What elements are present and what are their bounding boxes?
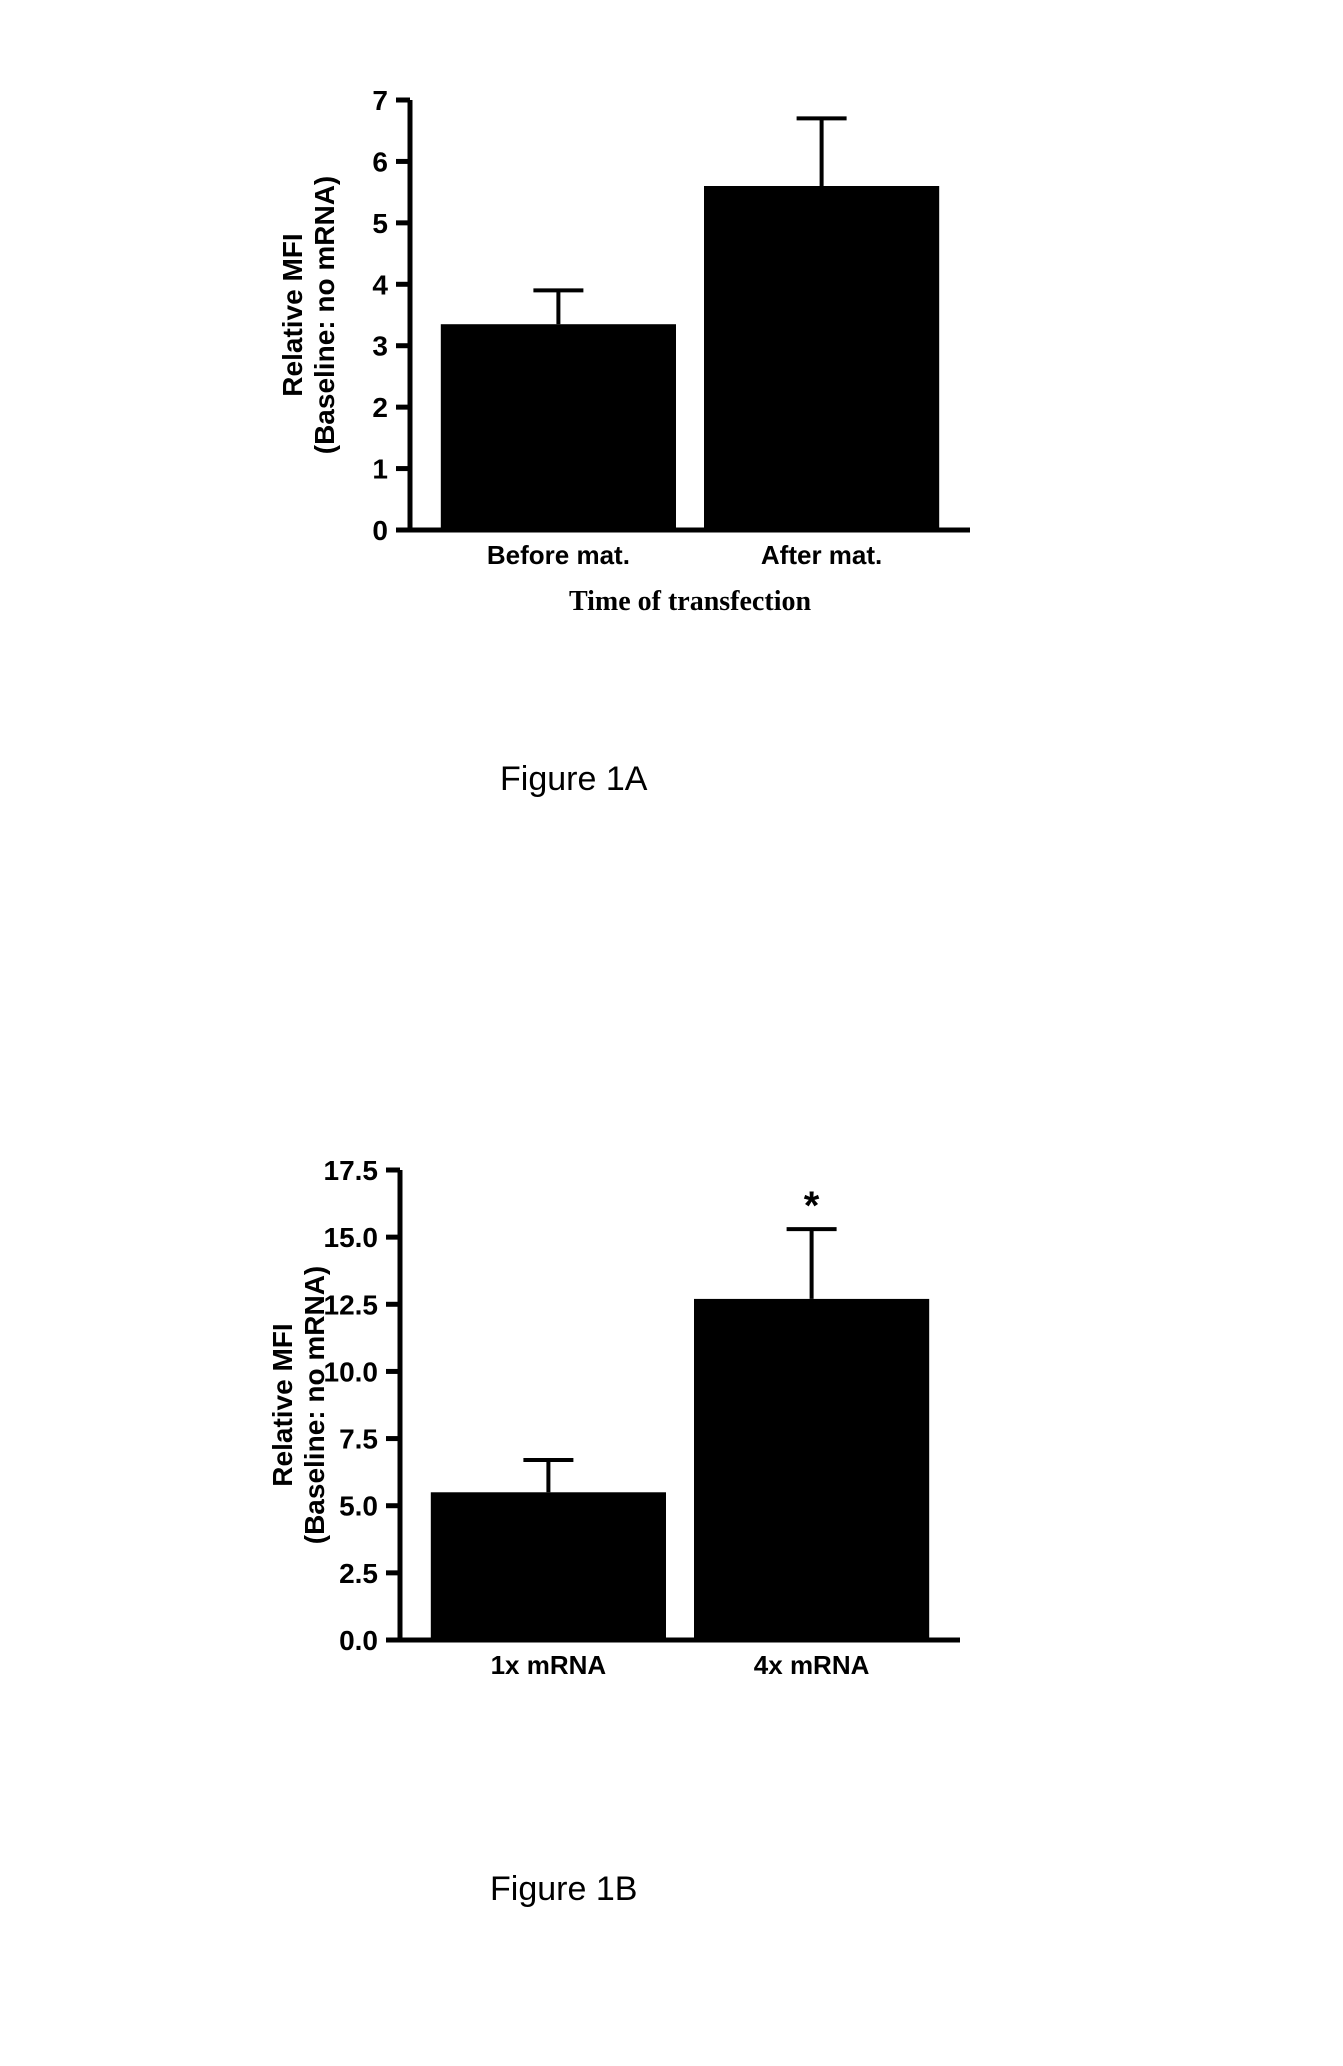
- ytick-label-7: 7: [372, 85, 388, 116]
- figure-1a-chart: Before mat.After mat.01234567Relative MF…: [240, 80, 1020, 620]
- bar-label-0: 1x mRNA: [491, 1650, 607, 1680]
- ytick-label-5: 12.5: [324, 1289, 379, 1320]
- ytick-label-3: 7.5: [339, 1424, 378, 1455]
- ytick-label-6: 6: [372, 146, 388, 177]
- figure-1b-caption: Figure 1B: [490, 1870, 637, 1909]
- ytick-label-4: 10.0: [324, 1356, 379, 1387]
- figure-1b-container: 1x mRNA * 4x mRNA 0.0 2.5 5.0 7.5 10.0 12.5 15.0 1…: [200, 1150, 1020, 1750]
- figure-1a-caption: Figure 1A: [500, 760, 647, 799]
- ytick-label-2: 2: [372, 392, 388, 423]
- figure-1a-container: Before mat.After mat.01234567Relative MF…: [240, 80, 1020, 620]
- ytick-label-1: 1: [372, 454, 388, 485]
- bar-label-0: Before mat.: [487, 540, 630, 570]
- bar-label-1: After mat.: [761, 540, 882, 570]
- bar-1: [704, 186, 939, 530]
- ytick-label-0: 0.0: [339, 1625, 378, 1656]
- ytick-label-6: 15.0: [324, 1222, 379, 1253]
- bar-0: [441, 324, 676, 530]
- bar-0: [431, 1492, 666, 1640]
- bar-annotation-1: *: [804, 1184, 820, 1228]
- ytick-label-7: 17.5: [324, 1155, 379, 1186]
- ytick-label-4: 4: [372, 269, 388, 300]
- bar-1: [694, 1299, 929, 1640]
- ytick-label-3: 3: [372, 331, 388, 362]
- ytick-label-5: 5: [372, 208, 388, 239]
- ytick-label-1: 2.5: [339, 1558, 378, 1589]
- bar-label-1: 4x mRNA: [754, 1650, 870, 1680]
- figure-1b-chart: 1x mRNA * 4x mRNA 0.0 2.5 5.0 7.5 10.0 12.5 15.0 1…: [200, 1150, 1020, 1750]
- ytick-label-0: 0: [372, 515, 388, 546]
- ytick-label-2: 5.0: [339, 1491, 378, 1522]
- x-axis-label: Time of transfection: [569, 586, 812, 617]
